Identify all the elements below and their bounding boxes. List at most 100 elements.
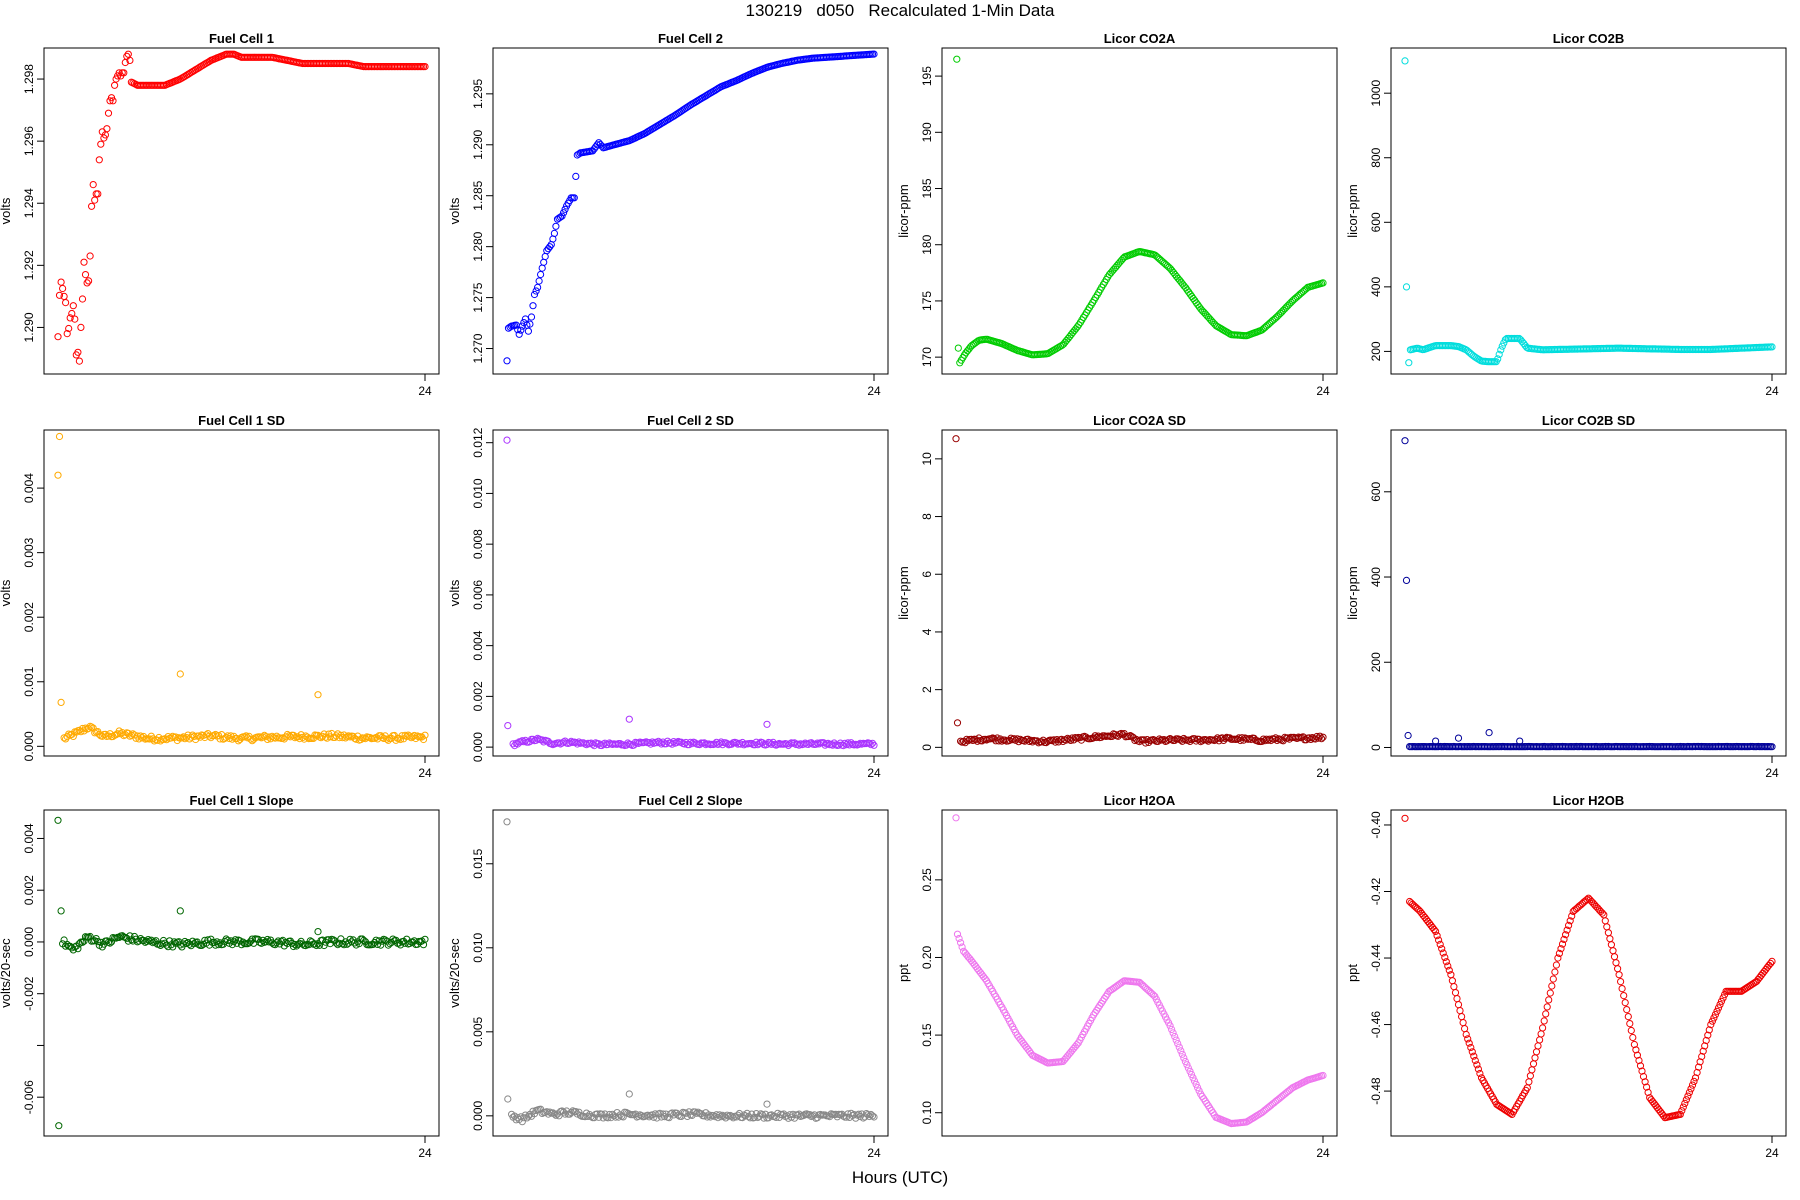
data-point (57, 907, 65, 915)
data-point (95, 156, 103, 164)
data-point (311, 940, 319, 948)
plot-frame (1390, 429, 1787, 757)
data-point (1676, 1110, 1684, 1119)
plot-frame (43, 47, 440, 375)
y-tick-label: 0.010 (471, 478, 485, 508)
data-point (286, 937, 294, 945)
data-point (215, 732, 223, 740)
data-point (1494, 355, 1502, 363)
data-point (1695, 1063, 1703, 1071)
data-point (570, 194, 578, 202)
data-point (504, 722, 512, 730)
data-point (88, 723, 96, 731)
y-tick-label: 1.294 (22, 188, 36, 218)
data-point (751, 1113, 759, 1122)
data-point (1626, 1020, 1634, 1028)
data-point (546, 243, 554, 251)
data-point (315, 941, 324, 949)
data-point (693, 1109, 701, 1117)
data-point (1705, 1026, 1713, 1034)
data-point (1187, 1070, 1196, 1079)
y-tick-label: 0.000 (22, 731, 36, 761)
data-point (74, 945, 82, 953)
plot-frame (492, 809, 889, 1137)
data-point (1404, 731, 1412, 740)
data-point (1171, 1032, 1179, 1041)
data-point (870, 50, 878, 58)
data-point (166, 937, 174, 945)
data-point (1531, 1054, 1539, 1062)
data-point (1175, 1043, 1183, 1051)
data-point (1439, 949, 1447, 957)
data-point (231, 936, 239, 944)
data-point (111, 81, 119, 89)
data-point (1539, 1024, 1547, 1032)
data-point (1534, 1042, 1542, 1050)
data-point (1526, 1072, 1535, 1080)
panel-title: Fuel Cell 1 SD (198, 413, 285, 428)
data-point (1464, 1035, 1472, 1043)
plot-frame (1390, 47, 1787, 375)
data-point (1682, 1096, 1691, 1104)
data-point (1560, 935, 1568, 944)
data-point (868, 739, 877, 747)
panel-licor-co2b: Licor CO2B licor-ppm 200 400 600 800 1000 24 (1345, 31, 1787, 398)
plot-frame (941, 809, 1338, 1137)
panel-title: Licor H2OA (1104, 793, 1176, 808)
data-point (1719, 994, 1727, 1002)
panel-title: Licor CO2B SD (1542, 413, 1635, 428)
data-point (97, 140, 105, 148)
y-tick-label: -0.006 (22, 1080, 36, 1114)
y-tick-label: 1.296 (22, 126, 36, 156)
data-points (1401, 814, 1776, 1122)
data-point (1314, 734, 1323, 742)
data-point (518, 322, 526, 330)
data-point (518, 1118, 526, 1126)
panel-fuel-cell-1-sd: Fuel Cell 1 SD volts 0.000 0.001 0.002 0.003 0… (0, 413, 440, 780)
data-point (1702, 1036, 1710, 1045)
data-point (763, 1100, 771, 1108)
data-point (1678, 1107, 1686, 1115)
data-point (302, 942, 310, 950)
y-tick-label: 0.000 (471, 1100, 485, 1130)
data-point (1441, 953, 1449, 962)
data-point (158, 940, 166, 948)
data-point (1641, 1078, 1649, 1086)
data-point (550, 229, 559, 237)
data-point (1768, 743, 1776, 751)
data-point (1528, 1066, 1536, 1074)
y-tick-label: 0.002 (22, 875, 36, 905)
data-point (103, 125, 111, 133)
data-point (1474, 1065, 1483, 1073)
data-point (1568, 912, 1576, 920)
data-point (104, 109, 113, 117)
data-point (969, 736, 977, 745)
data-points (1401, 437, 1776, 751)
data-point (1319, 1071, 1327, 1080)
data-point (996, 735, 1004, 743)
data-point (552, 1111, 560, 1119)
data-point (1552, 961, 1561, 969)
data-point (1612, 959, 1620, 967)
data-point (575, 738, 583, 746)
data-point (504, 1095, 512, 1103)
plot-frame (492, 47, 889, 375)
y-tick-label: 0.005 (471, 1016, 485, 1046)
data-point (57, 698, 65, 707)
data-point (870, 741, 878, 749)
data-point (54, 471, 62, 479)
data-point (91, 196, 99, 204)
y-axis-label: volts (447, 579, 462, 606)
x-tick-label: 24 (867, 384, 881, 398)
data-point (1183, 1061, 1191, 1069)
data-point (503, 818, 511, 826)
y-tick-label: 2 (920, 686, 934, 693)
data-point (561, 205, 569, 213)
data-point (1401, 437, 1409, 445)
x-tick-label: 24 (1316, 384, 1330, 398)
data-point (1532, 1048, 1541, 1056)
data-point (344, 732, 353, 740)
data-point (1768, 957, 1776, 966)
data-point (74, 348, 82, 356)
data-point (54, 816, 62, 824)
